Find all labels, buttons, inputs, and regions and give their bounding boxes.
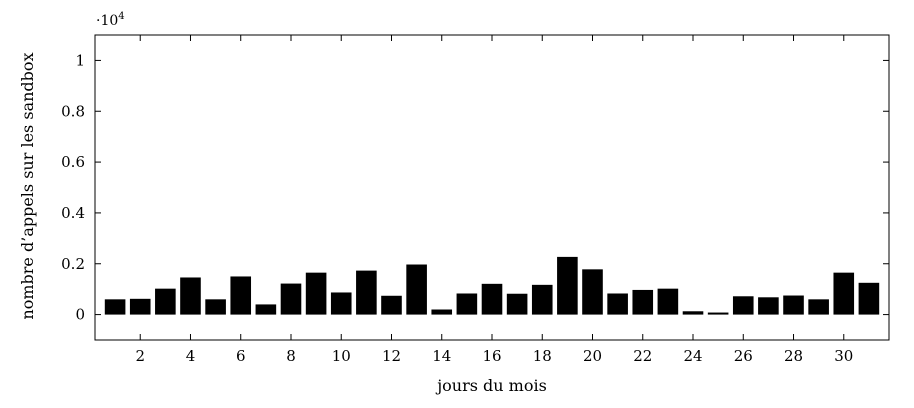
bar-day-24 xyxy=(682,311,704,315)
plot-area xyxy=(104,256,880,315)
x-tick-label: 24 xyxy=(683,347,702,365)
bar-day-7 xyxy=(255,304,277,315)
bar-day-15 xyxy=(456,293,478,315)
bar-day-9 xyxy=(305,272,327,315)
bar-day-23 xyxy=(657,288,679,315)
y-tick-label: 0.8 xyxy=(61,102,85,120)
bar-day-20 xyxy=(582,269,603,315)
x-tick-label: 4 xyxy=(186,347,196,365)
x-tick-label: 2 xyxy=(135,347,145,365)
bar-day-2 xyxy=(129,298,151,315)
bar-day-18 xyxy=(531,284,553,315)
bar-day-31 xyxy=(858,282,880,315)
bar-day-6 xyxy=(230,276,252,315)
x-tick-label: 28 xyxy=(784,347,803,365)
y-axis: 0 0.2 0.4 0.6 0.8 1 xyxy=(61,51,889,324)
x-tick-label: 12 xyxy=(382,347,401,365)
bar-day-8 xyxy=(280,283,302,315)
bar-day-11 xyxy=(356,270,377,315)
bar-day-29 xyxy=(808,299,829,315)
bar-day-25 xyxy=(707,312,729,315)
bar-day-28 xyxy=(783,295,804,315)
bar-day-21 xyxy=(607,293,628,315)
bar-day-26 xyxy=(732,296,754,315)
x-tick-label: 16 xyxy=(482,347,501,365)
x-tick-label: 20 xyxy=(583,347,602,365)
bar-day-5 xyxy=(205,299,226,315)
x-tick-label: 10 xyxy=(332,347,351,365)
bar-day-14 xyxy=(431,309,453,315)
bar-day-30 xyxy=(833,272,855,315)
bar-day-10 xyxy=(330,292,352,315)
x-axis-label: jours du mois xyxy=(435,376,547,395)
y-tick-label: 0.2 xyxy=(61,255,85,273)
bar-day-19 xyxy=(557,256,578,315)
bar-day-1 xyxy=(104,299,126,315)
y-tick-label: 0.6 xyxy=(61,153,85,171)
x-tick-label: 8 xyxy=(286,347,296,365)
y-scale-factor-exponent: 4 xyxy=(118,11,124,22)
bar-day-13 xyxy=(406,264,427,315)
bar-day-4 xyxy=(180,277,201,315)
y-axis-label: nombre d’appels sur les sandbox xyxy=(18,52,37,319)
bar-day-16 xyxy=(481,283,503,315)
x-tick-label: 22 xyxy=(633,347,652,365)
x-tick-label: 14 xyxy=(432,347,451,365)
x-tick-label: 6 xyxy=(236,347,246,365)
x-axis: 2 4 6 8 10 12 14 16 18 20 22 24 26 28 30 xyxy=(135,35,853,365)
y-tick-label: 0.4 xyxy=(61,204,85,222)
x-tick-label: 30 xyxy=(834,347,853,365)
bar-day-22 xyxy=(632,289,654,315)
bar-day-12 xyxy=(381,295,402,315)
y-tick-label: 1 xyxy=(75,51,85,69)
x-tick-label: 18 xyxy=(533,347,552,365)
x-tick-label: 26 xyxy=(734,347,753,365)
bar-day-17 xyxy=(506,293,528,315)
y-scale-factor-base: ·10 xyxy=(96,13,118,29)
bar-day-3 xyxy=(155,288,176,315)
bar-day-27 xyxy=(758,297,779,315)
y-tick-label: 0 xyxy=(75,306,85,324)
y-scale-factor: ·104 xyxy=(96,11,125,29)
